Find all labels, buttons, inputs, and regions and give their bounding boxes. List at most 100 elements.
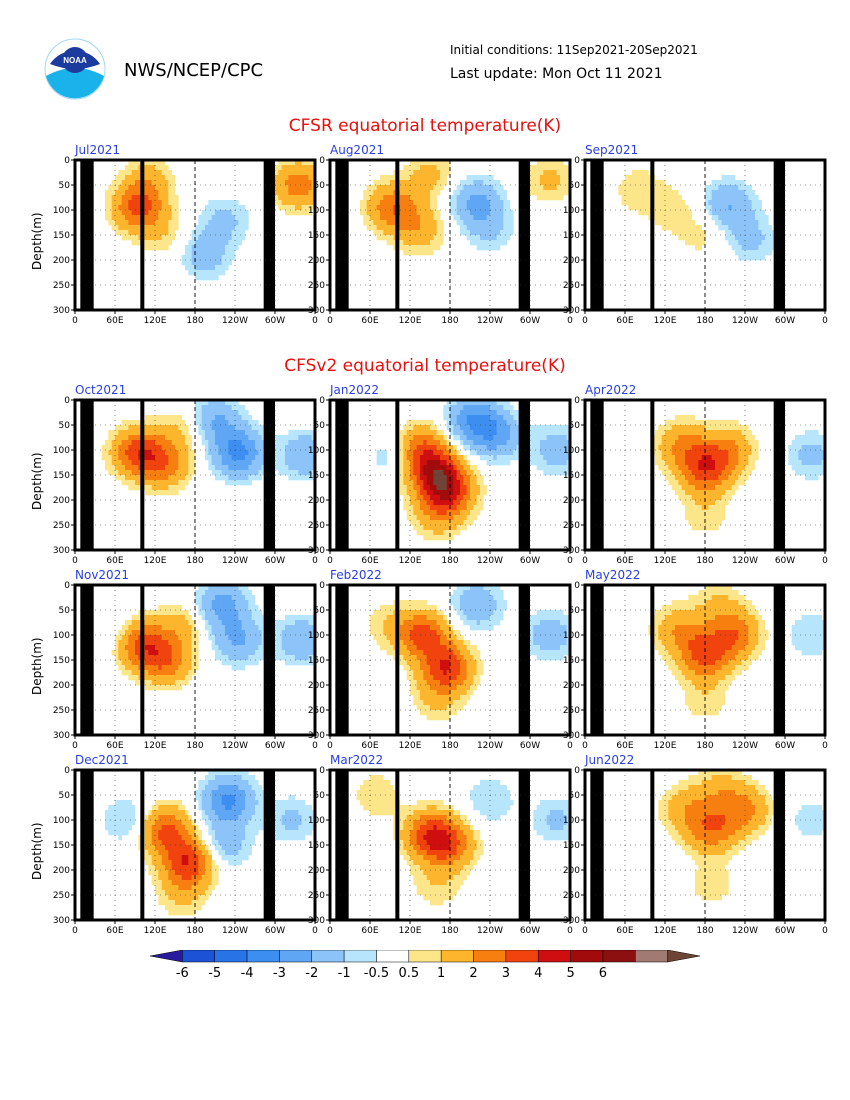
heatmap-cell bbox=[135, 670, 139, 676]
heatmap-cell bbox=[291, 195, 296, 201]
heatmap-cell bbox=[681, 225, 686, 231]
heatmap-cell bbox=[225, 410, 229, 416]
heatmap-cell bbox=[426, 475, 431, 481]
heatmap-cell bbox=[238, 205, 242, 211]
heatmap-cell bbox=[486, 425, 491, 431]
heatmap-cell bbox=[466, 205, 471, 211]
heatmap-cell bbox=[665, 420, 669, 426]
heatmap-cell bbox=[406, 225, 411, 231]
heatmap-cell bbox=[443, 170, 447, 176]
heatmap-cell bbox=[430, 165, 434, 171]
heatmap-cell bbox=[231, 595, 236, 601]
heatmap-cell bbox=[490, 200, 494, 206]
heatmap-cell bbox=[456, 515, 461, 521]
heatmap-cell bbox=[121, 220, 126, 226]
heatmap-cell bbox=[275, 450, 279, 456]
heatmap-cell bbox=[248, 655, 252, 661]
heatmap-cell bbox=[725, 440, 729, 446]
heatmap-cell bbox=[738, 435, 742, 441]
heatmap-cell bbox=[463, 220, 467, 226]
heatmap-cell bbox=[151, 420, 156, 426]
heatmap-cell bbox=[436, 485, 441, 491]
heatmap-cell bbox=[536, 185, 541, 191]
heatmap-cell bbox=[383, 185, 387, 191]
heatmap-cell bbox=[728, 195, 732, 201]
heatmap-cell bbox=[245, 460, 249, 466]
heatmap-cell bbox=[155, 420, 159, 426]
heatmap-cell bbox=[496, 415, 501, 421]
heatmap-cell bbox=[456, 530, 461, 536]
heatmap-cell bbox=[138, 210, 142, 216]
heatmap-cell bbox=[285, 645, 289, 651]
heatmap-cell bbox=[135, 220, 139, 226]
heatmap-cell bbox=[261, 465, 266, 471]
heatmap-cell bbox=[376, 450, 381, 456]
heatmap-cell bbox=[115, 650, 119, 656]
heatmap-cell bbox=[125, 195, 129, 201]
heatmap-cell bbox=[208, 425, 212, 431]
heatmap-cell bbox=[433, 520, 437, 526]
heatmap-cell bbox=[731, 470, 736, 476]
heatmap-cell bbox=[701, 440, 706, 446]
heatmap-cell bbox=[818, 445, 822, 451]
heatmap-cell bbox=[155, 200, 159, 206]
heatmap-cell bbox=[161, 210, 166, 216]
heatmap-cell bbox=[185, 460, 189, 466]
heatmap-cell bbox=[131, 630, 136, 636]
heatmap-cell bbox=[165, 650, 169, 656]
heatmap-cell bbox=[238, 435, 242, 441]
heatmap-cell bbox=[400, 175, 404, 181]
heatmap-cell bbox=[218, 220, 222, 226]
heatmap-cell bbox=[308, 165, 312, 171]
heatmap-cell bbox=[285, 460, 289, 466]
heatmap-cell bbox=[443, 435, 447, 441]
heatmap-cell bbox=[115, 450, 119, 456]
heatmap-cell bbox=[208, 435, 212, 441]
heatmap-cell bbox=[801, 450, 806, 456]
heatmap-cell bbox=[718, 435, 722, 441]
heatmap-cell bbox=[413, 435, 417, 441]
heatmap-cell bbox=[463, 515, 467, 521]
heatmap-cell bbox=[413, 175, 417, 181]
heatmap-cell bbox=[560, 440, 564, 446]
heatmap-cell bbox=[751, 450, 756, 456]
y-tick-label: 0 bbox=[574, 396, 580, 406]
heatmap-cell bbox=[698, 460, 702, 466]
heatmap-cell bbox=[480, 480, 484, 486]
heatmap-cell bbox=[201, 400, 206, 406]
heatmap-cell bbox=[423, 455, 427, 461]
heatmap-cell bbox=[308, 620, 312, 626]
heatmap-cell bbox=[658, 460, 662, 466]
heatmap-cell bbox=[463, 225, 467, 231]
heatmap-cell bbox=[715, 515, 719, 521]
y-tick-label: 250 bbox=[563, 281, 580, 291]
heatmap-cell bbox=[135, 420, 139, 426]
heatmap-cell bbox=[553, 195, 557, 201]
heatmap-cell bbox=[258, 475, 262, 481]
heatmap-cell bbox=[211, 590, 216, 596]
heatmap-cell bbox=[426, 510, 431, 516]
heatmap-cell bbox=[480, 445, 484, 451]
heatmap-cell bbox=[748, 445, 752, 451]
heatmap-cell bbox=[168, 490, 172, 496]
heatmap-cell bbox=[131, 615, 136, 621]
heatmap-cell bbox=[380, 185, 384, 191]
heatmap-cell bbox=[165, 625, 169, 631]
heatmap-cell bbox=[288, 475, 292, 481]
heatmap-cell bbox=[231, 405, 236, 411]
heatmap-cell bbox=[386, 235, 391, 241]
heatmap-cell bbox=[228, 260, 232, 266]
heatmap-cell bbox=[158, 180, 162, 186]
heatmap-cell bbox=[430, 205, 434, 211]
heatmap-cell bbox=[386, 195, 391, 201]
heatmap-cell bbox=[443, 175, 447, 181]
heatmap-cell bbox=[376, 210, 381, 216]
heatmap-cell bbox=[228, 450, 232, 456]
heatmap-cell bbox=[688, 445, 692, 451]
heatmap-cell bbox=[671, 190, 676, 196]
heatmap-cell bbox=[463, 200, 467, 206]
heatmap-cell bbox=[453, 510, 457, 516]
heatmap-cell bbox=[506, 220, 511, 226]
heatmap-cell bbox=[665, 185, 669, 191]
heatmap-cell bbox=[490, 175, 494, 181]
